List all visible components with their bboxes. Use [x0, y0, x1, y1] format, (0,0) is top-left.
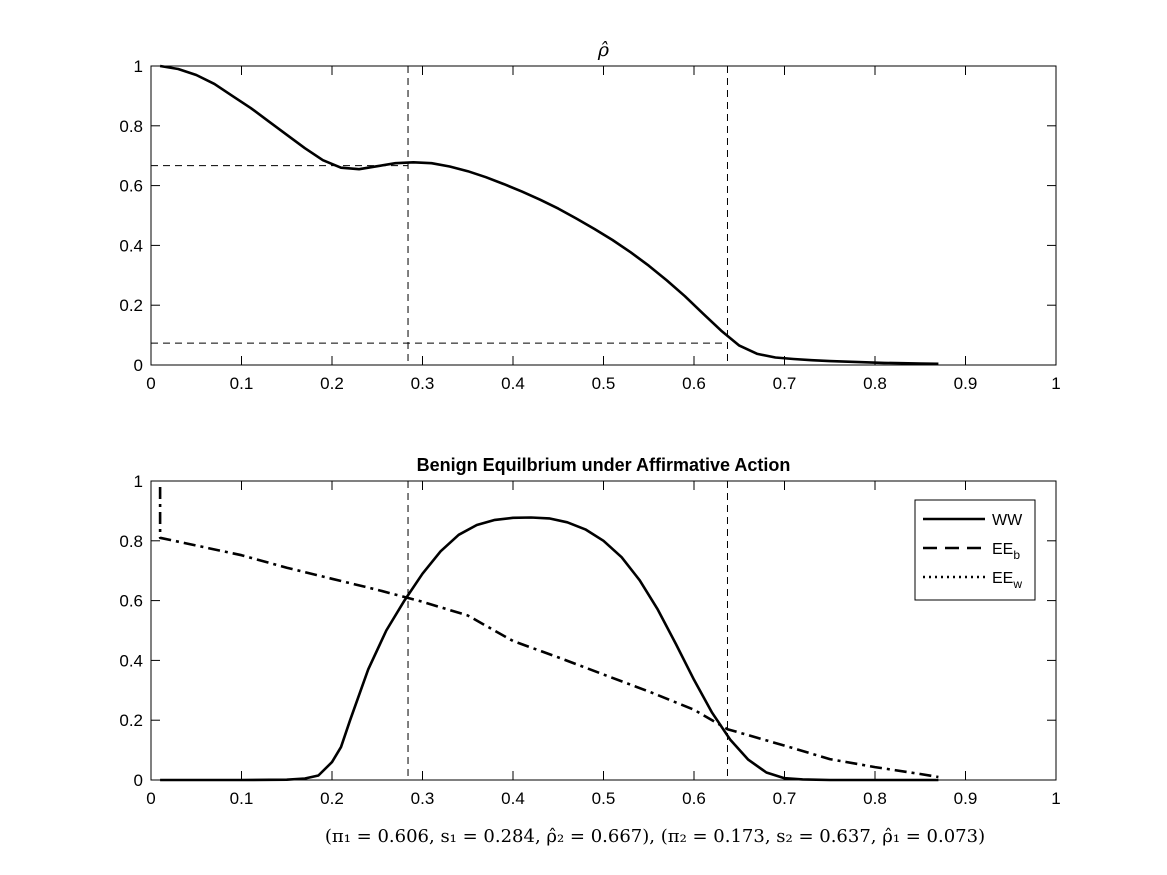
x-tick-label: 1 — [1051, 374, 1060, 393]
y-tick-label: 0 — [134, 771, 143, 790]
x-tick-label: 0.3 — [411, 789, 435, 808]
x-tick-label: 0.8 — [863, 374, 887, 393]
y-tick-label: 1 — [134, 472, 143, 491]
x-tick-label: 0.3 — [411, 374, 435, 393]
bottom-plot-benign-equilibrium: 0 0.1 0.2 0.3 0.4 0.5 0.6 0.7 0.8 0.9 1 0 0.2 0.4 0.6 0… — [119, 455, 1060, 808]
x-tick-label: 0.5 — [592, 789, 616, 808]
x-tick-label: 0.1 — [230, 789, 254, 808]
series-line-1 — [158, 487, 939, 779]
y-tick-label: 0.2 — [119, 711, 143, 730]
x-tick-label: 0.1 — [230, 374, 254, 393]
x-tick-label: 0.4 — [501, 789, 525, 808]
x-tick-label: 0.9 — [954, 789, 978, 808]
y-tick-label: 1 — [134, 57, 143, 76]
x-tick-label: 0 — [146, 789, 155, 808]
x-tick-label: 0.6 — [682, 789, 706, 808]
x-tick-label: 0 — [146, 374, 155, 393]
legend-label: WW — [992, 512, 1023, 529]
x-tick-label: 0.9 — [954, 374, 978, 393]
x-tick-label: 0.4 — [501, 374, 525, 393]
y-tick-label: 0 — [134, 356, 143, 375]
y-tick-label: 0.6 — [119, 177, 143, 196]
plot-title: Benign Equilbrium under Affirmative Acti… — [417, 455, 791, 475]
series-line-0 — [159, 64, 939, 366]
y-tick-label: 0.8 — [119, 117, 143, 136]
top-plot-rho-hat: 0 0.1 0.2 0.3 0.4 0.5 0.6 0.7 0.8 0.9 1 0 0.2 0.4 0.6 0… — [119, 39, 1060, 393]
figure-caption: (π₁ = 0.606, s₁ = 0.284, ρ̂₂ = 0.667), (… — [324, 826, 986, 847]
y-tick-label: 0.6 — [119, 592, 143, 611]
x-tick-label: 1 — [1051, 789, 1060, 808]
x-tick-label: 0.5 — [592, 374, 616, 393]
y-tick-label: 0.4 — [119, 651, 143, 670]
legend-label: EEb — [992, 541, 1020, 562]
y-tick-label: 0.2 — [119, 296, 143, 315]
x-tick-label: 0.2 — [320, 789, 344, 808]
plot-title: ρ̂ — [597, 39, 610, 61]
series-line-0 — [160, 516, 939, 782]
axes-box — [150, 65, 1057, 366]
y-tick-label: 0.4 — [119, 236, 143, 255]
x-tick-label: 0.2 — [320, 374, 344, 393]
x-tick-label: 0.7 — [773, 789, 797, 808]
x-tick-label: 0.7 — [773, 374, 797, 393]
legend-box — [914, 499, 1036, 601]
x-tick-label: 0.8 — [863, 789, 887, 808]
y-tick-label: 0.8 — [119, 532, 143, 551]
x-tick-label: 0.6 — [682, 374, 706, 393]
